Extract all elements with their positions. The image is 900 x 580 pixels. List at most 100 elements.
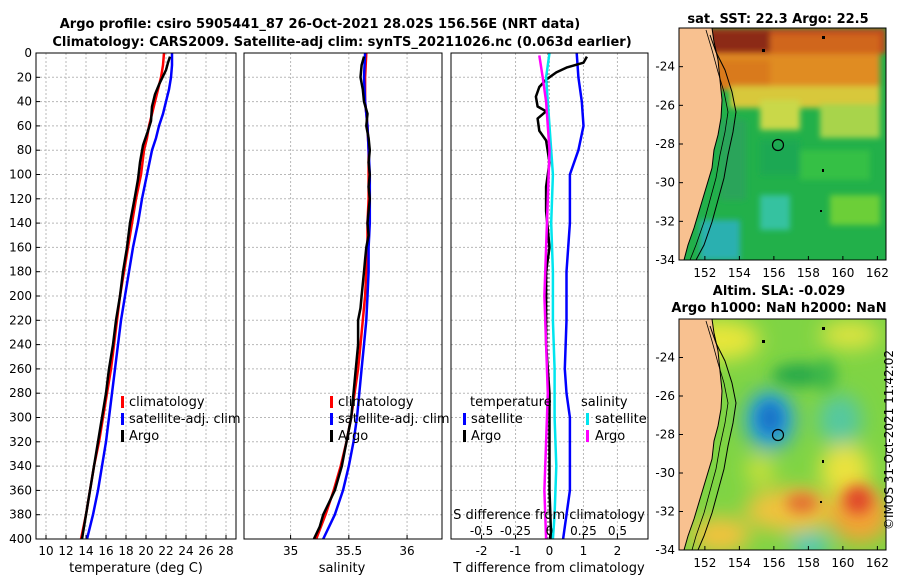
copyright-footer: ©IMOS 31-Oct-2021 11:42:02 [882,350,896,530]
legend-satellite: satellite-adj. clim [129,412,241,427]
legend-s-satellite-swatch [586,413,589,425]
x-tick-label: 36 [399,544,414,558]
map-x-tick-label: 152 [693,266,716,280]
sla-map-land [679,319,722,550]
x-tick-label: 14 [78,544,93,558]
t-tick-label: 1 [580,544,588,558]
legend-climatology-swatch [330,396,333,408]
y-tick-label: 280 [9,386,32,400]
legend-temperature-title: temperature [470,395,552,410]
map-y-tick-label: -30 [655,466,675,480]
sst-map: sat. SST: 22.3 Argo: 22.5 [655,12,888,280]
y-tick-label: 320 [9,435,32,449]
legend-satellite-swatch [121,413,124,425]
map-y-tick-label: -30 [655,176,675,190]
legend-t-satellite-swatch [463,413,466,425]
series-satellite-adj-clim [85,53,174,539]
figure-title-line2: Climatology: CARS2009. Satellite-adj cli… [52,35,631,50]
sst-map-land [679,28,722,260]
legend-climatology-swatch [121,396,124,408]
map-x-tick-label: 162 [866,556,889,570]
legend-climatology: climatology [338,395,414,410]
map-y-tick-label: -26 [655,98,675,112]
temperature-panel: 10 12 14 16 18 20 22 24 26 28 0 20 40 60 80 100 120 140 1… [9,46,241,576]
map-x-tick-label: 160 [831,266,854,280]
x-tick-label: 10 [38,544,53,558]
s-tick-label: -0.25 [500,524,531,538]
legend-climatology: climatology [129,395,205,410]
x-tick-label: 12 [58,544,73,558]
map-y-tick-label: -34 [655,253,675,267]
y-tick-label: 380 [9,508,32,522]
t-tick-label: 0 [546,544,554,558]
map-y-tick-label: -34 [655,543,675,557]
series-argo [80,56,172,539]
legend-s-argo-swatch [586,430,589,442]
map-x-tick-label: 162 [866,266,889,280]
s-tick-label: 0 [546,524,554,538]
sla-map-title-line1: Altim. SLA: -0.029 [713,284,845,299]
y-tick-label: 60 [17,119,32,133]
difference-legend: temperature satellite Argo salinity sate… [463,395,647,444]
y-tick-label: 120 [9,192,32,206]
y-tick-label: 40 [17,95,32,109]
series-argo [312,56,372,539]
legend-s-argo: Argo [595,429,625,444]
map-y-tick-label: -32 [655,505,675,519]
legend-satellite-swatch [330,413,333,425]
temperature-legend: climatology satellite-adj. clim Argo [121,395,241,444]
temperature-xlabel: temperature (deg C) [69,561,203,576]
x-tick-label: 16 [98,544,113,558]
y-tick-label: 240 [9,338,32,352]
map-x-tick-label: 154 [728,266,751,280]
y-tick-label: 360 [9,483,32,497]
s-tick-label: 0.5 [608,524,627,538]
x-tick-label: 24 [178,544,193,558]
map-x-tick-label: 154 [728,556,751,570]
y-tick-label: 400 [9,532,32,546]
legend-argo: Argo [338,429,368,444]
argo-position-marker [771,138,785,152]
series-t-satellite [561,53,585,539]
x-tick-label: 26 [198,544,213,558]
x-tick-label: 35.5 [335,544,362,558]
y-tick-label: 300 [9,411,32,425]
t-tick-label: -2 [476,544,488,558]
y-tick-label: 100 [9,168,32,182]
figure-title-line1: Argo profile: csiro 5905441_87 26-Oct-20… [60,17,581,32]
map-y-tick-label: -28 [655,137,675,151]
salinity-panel: 35 35.5 36 salinity climatology satellite-… [243,52,450,576]
map-x-tick-label: 158 [797,556,820,570]
legend-salinity-title: salinity [581,395,628,410]
y-tick-label: 160 [9,240,32,254]
s-tick-label: -0.5 [470,524,493,538]
y-tick-label: 20 [17,70,32,84]
t-tick-label: 2 [614,544,622,558]
y-tick-label: 200 [9,289,32,303]
map-y-tick-label: -28 [655,428,675,442]
sla-map: Altim. SLA: -0.029 Argo h1000: NaN h2000… [655,284,889,570]
x-tick-label: 35 [283,544,298,558]
x-tick-label: 18 [118,544,133,558]
sla-map-title-line2: Argo h1000: NaN h2000: NaN [671,301,886,316]
x-tick-label: 20 [138,544,153,558]
x-tick-label: 22 [158,544,173,558]
t-tick-label: -1 [510,544,522,558]
x-tick-label: 28 [218,544,233,558]
legend-argo: Argo [129,429,159,444]
series-s-argo [538,55,551,539]
sst-map-title: sat. SST: 22.3 Argo: 22.5 [687,12,868,27]
map-y-tick-label: -24 [655,351,675,365]
y-tick-label: 180 [9,265,32,279]
legend-t-argo-swatch [463,430,466,442]
argo-position-marker [771,428,785,442]
map-x-tick-label: 156 [762,266,785,280]
legend-t-satellite: satellite [471,412,523,427]
legend-satellite: satellite-adj. clim [338,412,450,427]
y-tick-label: 340 [9,459,32,473]
series-s-satellite [544,53,558,539]
y-tick-label: 80 [17,143,32,157]
t-difference-xlabel: T difference from climatology [452,561,645,576]
y-tick-label: 260 [9,362,32,376]
